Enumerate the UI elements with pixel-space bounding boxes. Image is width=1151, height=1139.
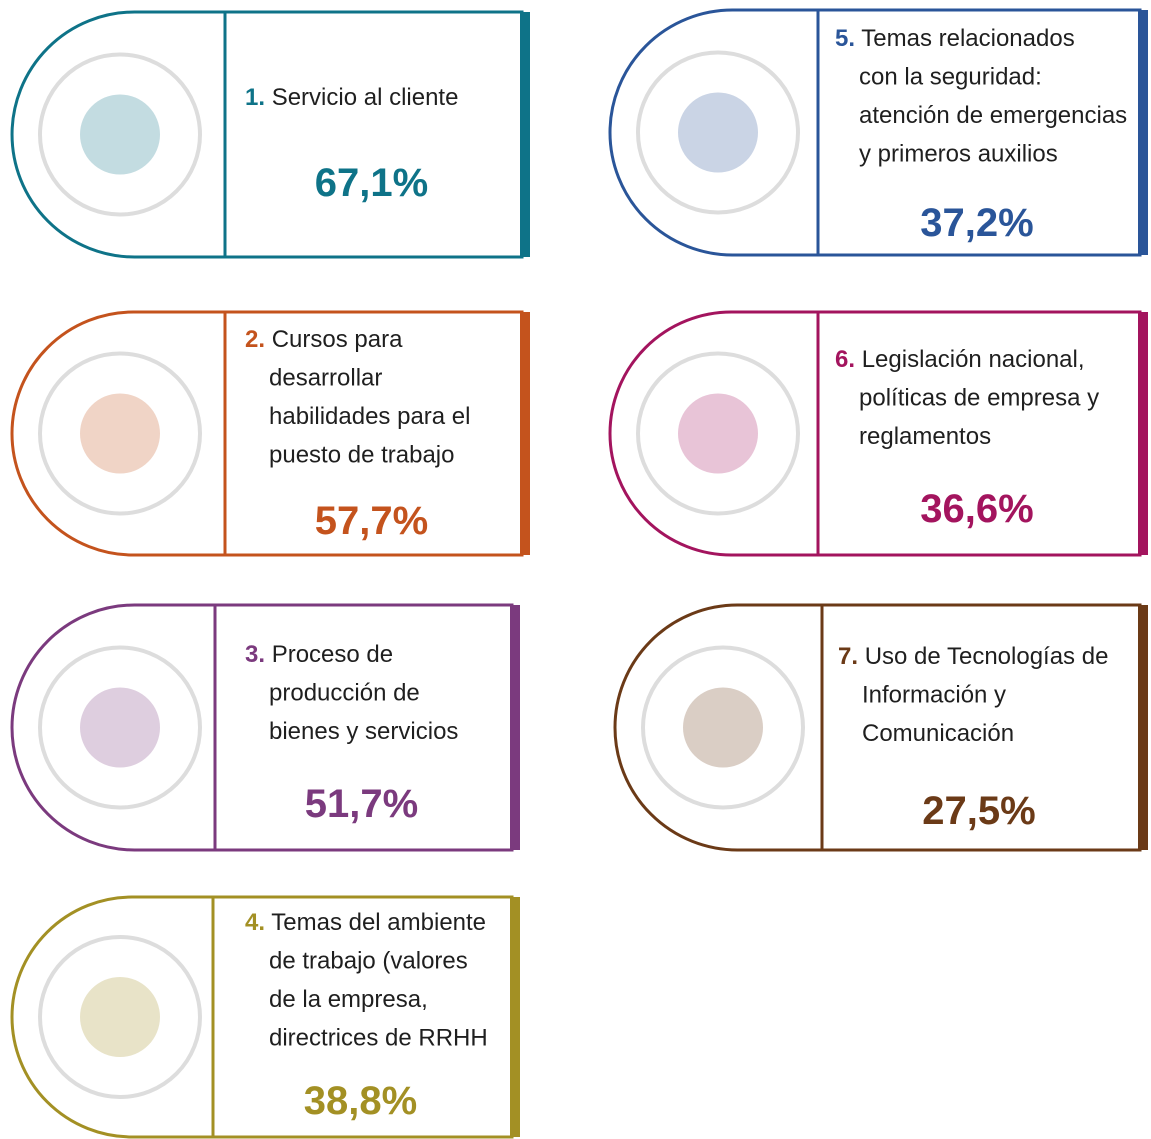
item-percent: 36,6% — [920, 487, 1033, 531]
item-label-line: desarrollar — [269, 365, 382, 392]
card: 7. Uso de Tecnologías de Información y Com… — [615, 605, 1148, 850]
card-bar — [510, 897, 520, 1137]
item-label: con la seguridad: — [859, 64, 1042, 91]
card-bar — [520, 12, 530, 257]
card-box — [225, 12, 522, 257]
item-label: desarrollar — [269, 365, 382, 392]
item-label: producción de — [269, 680, 420, 707]
item-label-line: de trabajo (valores — [269, 948, 468, 975]
item-label: 6. Legislación nacional, — [835, 346, 1085, 373]
item-number: 2. — [245, 326, 265, 353]
infographic: 1. Servicio al cliente 67,1% 2. Cursos par… — [0, 0, 1151, 1139]
item-label: reglamentos — [859, 423, 991, 450]
card: 1. Servicio al cliente 67,1% — [12, 12, 530, 257]
item-label: de trabajo (valores — [269, 948, 468, 975]
icon — [678, 394, 758, 474]
item-percent: 38,8% — [304, 1079, 417, 1123]
card-bar — [1138, 605, 1148, 850]
item-number: 7. — [838, 643, 858, 670]
card: 2. Cursos para desarrollar habilidades par… — [12, 312, 530, 555]
item-label-line: con la seguridad: — [859, 64, 1042, 91]
item-number: 4. — [245, 909, 265, 936]
item-label: de la empresa, — [269, 986, 428, 1013]
icon — [80, 688, 160, 768]
item-label-line: de la empresa, — [269, 986, 428, 1013]
item-label-line: puesto de trabajo — [269, 442, 454, 469]
icon — [80, 394, 160, 474]
card-bar — [510, 605, 520, 850]
card-bar — [1138, 312, 1148, 555]
item-label-line: Uso de Tecnologías de — [865, 643, 1109, 670]
item-label-line: Comunicación — [862, 720, 1014, 747]
item-label-line: Temas relacionados — [861, 25, 1074, 52]
item-label-line: y primeros auxilios — [859, 141, 1058, 168]
card: 5. Temas relacionados con la seguridad: at… — [610, 10, 1148, 255]
item-label-line: Temas del ambiente — [271, 909, 486, 936]
item-label: habilidades para el — [269, 403, 470, 430]
item-percent: 27,5% — [922, 789, 1035, 833]
icon — [80, 95, 160, 175]
item-percent: 51,7% — [305, 782, 418, 826]
item-label: puesto de trabajo — [269, 442, 454, 469]
item-label: 1. Servicio al cliente — [245, 84, 458, 111]
item-label: 7. Uso de Tecnologías de — [838, 643, 1108, 670]
icon — [683, 688, 763, 768]
item-number: 3. — [245, 641, 265, 668]
item-label: bienes y servicios — [269, 718, 458, 745]
card-bar — [1138, 10, 1148, 255]
item-label-line: bienes y servicios — [269, 718, 458, 745]
icon — [80, 977, 160, 1057]
item-number: 5. — [835, 25, 855, 52]
item-label-line: producción de — [269, 680, 420, 707]
item-label-line: políticas de empresa y — [859, 385, 1099, 412]
item-percent: 67,1% — [315, 161, 428, 205]
item-label-line: directrices de RRHH — [269, 1025, 488, 1052]
item-number: 1. — [245, 84, 265, 111]
item-label-line: habilidades para el — [269, 403, 470, 430]
item-label-line: Legislación nacional, — [862, 346, 1085, 373]
item-label: Información y — [862, 682, 1006, 709]
card-bar — [520, 312, 530, 555]
item-label-line: Servicio al cliente — [272, 84, 459, 111]
item-label: atención de emergencias — [859, 102, 1127, 129]
item-label: 5. Temas relacionados — [835, 25, 1075, 52]
icon — [678, 93, 758, 173]
item-label: 3. Proceso de — [245, 641, 393, 668]
item-percent: 57,7% — [315, 499, 428, 543]
item-label-line: Cursos para — [272, 326, 403, 353]
card: 6. Legislación nacional, políticas de emp… — [610, 312, 1148, 555]
item-label: directrices de RRHH — [269, 1025, 488, 1052]
item-label: 2. Cursos para — [245, 326, 403, 353]
item-label-line: Proceso de — [272, 641, 393, 668]
item-label-line: reglamentos — [859, 423, 991, 450]
card: 4. Temas del ambiente de trabajo (valores… — [12, 897, 520, 1137]
page: 1. Servicio al cliente 67,1% 2. Cursos par… — [0, 0, 1151, 1139]
item-number: 6. — [835, 346, 855, 373]
item-label-line: atención de emergencias — [859, 102, 1127, 129]
item-label-line: Información y — [862, 682, 1006, 709]
item-label: y primeros auxilios — [859, 141, 1058, 168]
item-label: políticas de empresa y — [859, 385, 1099, 412]
item-label: Comunicación — [862, 720, 1014, 747]
item-percent: 37,2% — [920, 201, 1033, 245]
item-label: 4. Temas del ambiente — [245, 909, 486, 936]
card: 3. Proceso de producción de bienes y servi… — [12, 605, 520, 850]
